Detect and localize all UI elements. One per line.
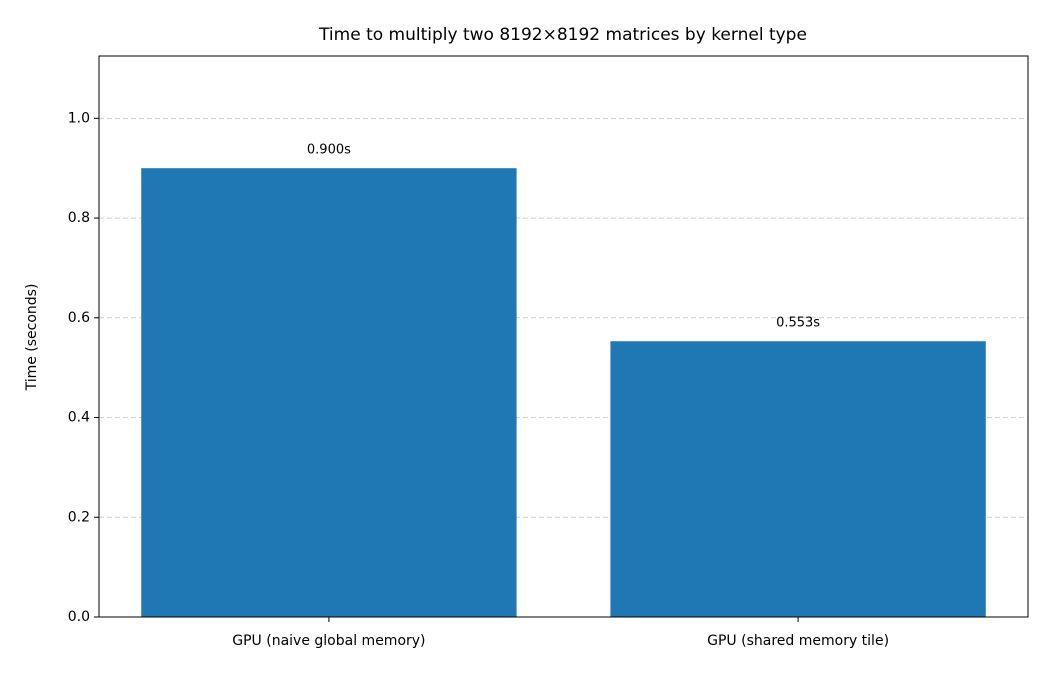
value-label: 0.900s (307, 143, 351, 158)
y-tick-label: 0.2 (68, 509, 90, 525)
y-tick-label: 0.6 (68, 310, 90, 326)
plot-frame (98, 55, 1029, 618)
y-tick-label: 0.0 (68, 609, 90, 625)
y-tick-label: 0.8 (68, 210, 90, 226)
bar (141, 168, 517, 617)
chart-title: Time to multiply two 8192×8192 matrices … (318, 25, 807, 45)
x-tick-label: GPU (shared memory tile) (707, 633, 889, 649)
value-label: 0.553s (776, 316, 820, 331)
x-tick-label: GPU (naive global memory) (232, 633, 425, 649)
y-axis-label: Time (seconds) (24, 284, 40, 392)
y-tick-label: 0.4 (68, 410, 90, 426)
bar (610, 341, 986, 617)
y-tick-label: 1.0 (68, 110, 90, 126)
